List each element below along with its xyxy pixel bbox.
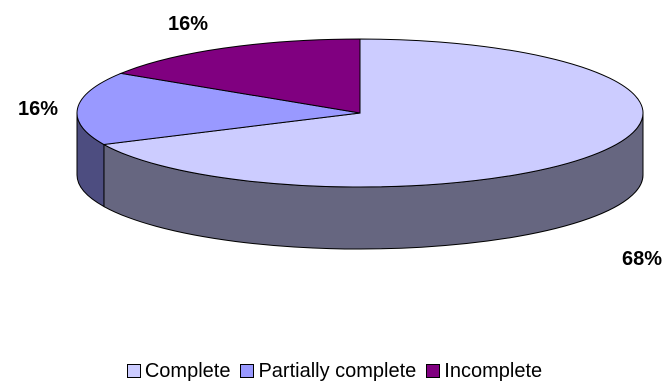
- legend-label-partially-complete: Partially complete: [258, 359, 417, 382]
- legend-item-incomplete: Incomplete: [426, 360, 542, 383]
- pie-slice-partially-complete: [76, 72, 361, 146]
- pie-slice-incomplete: [119, 38, 361, 114]
- pie-slice-complete: [102, 38, 644, 188]
- legend-swatch-complete: [126, 364, 141, 378]
- data-label-partially-complete: 16%: [18, 98, 58, 120]
- pie-chart: 68% 16% 16%: [18, 13, 662, 270]
- legend-item-partially-complete: Partially complete: [240, 360, 416, 383]
- data-label-complete: 68%: [622, 248, 662, 270]
- legend-label-complete: Complete: [144, 359, 231, 382]
- legend-swatch-incomplete: [426, 364, 441, 378]
- legend-swatch-partially-complete: [240, 364, 255, 378]
- legend-label-incomplete: Incomplete: [444, 359, 543, 382]
- data-label-incomplete: 16%: [168, 13, 208, 35]
- legend: Complete Partially complete Incomplete: [0, 357, 669, 385]
- legend-item-complete: Complete: [126, 359, 231, 383]
